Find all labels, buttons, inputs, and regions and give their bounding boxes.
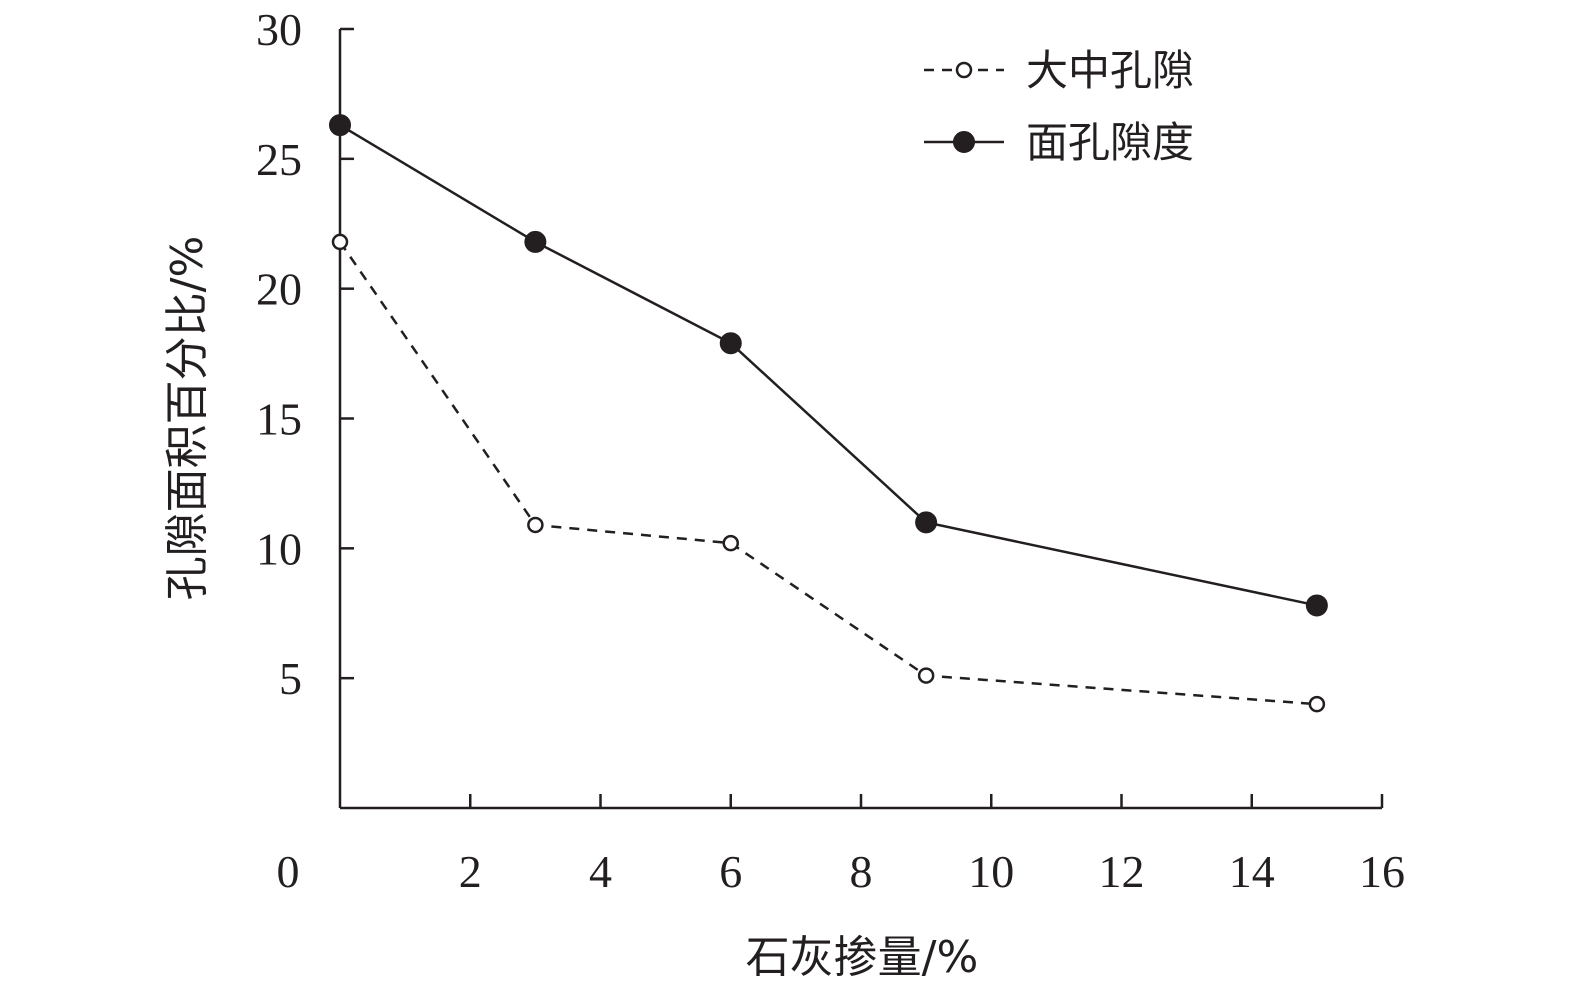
x-tick-label: 4 — [589, 846, 612, 897]
legend-item-1: 面孔隙度 — [924, 118, 1194, 167]
series-1-point — [524, 230, 547, 253]
series-1-point — [1305, 594, 1328, 617]
x-tick-label: 16 — [1359, 846, 1405, 897]
y-tick-label: 20 — [256, 264, 302, 315]
y-tick-label: 15 — [256, 394, 302, 445]
y-tick-label: 30 — [256, 4, 302, 55]
legend: 大中孔隙 面孔隙度 — [924, 46, 1194, 167]
series-1-point — [329, 114, 351, 137]
series-0-point — [331, 233, 349, 251]
x-tick-label: 10 — [968, 846, 1014, 897]
y-ticks: 5 10 15 20 25 30 — [256, 4, 354, 704]
legend-label-0: 大中孔隙 — [1026, 46, 1194, 95]
axes — [338, 29, 1382, 810]
x-tick-label: 0 — [277, 846, 300, 897]
y-tick-label: 25 — [256, 134, 302, 185]
legend-marker-0 — [955, 61, 973, 79]
legend-item-0: 大中孔隙 — [924, 46, 1194, 95]
legend-label-1: 面孔隙度 — [1026, 118, 1194, 167]
series-0-point — [722, 534, 739, 552]
legend-marker-1 — [953, 131, 975, 153]
x-tick-label: 14 — [1229, 846, 1275, 897]
series-0-point — [1308, 695, 1326, 713]
series-line-0 — [338, 241, 1317, 706]
series-1-point — [915, 511, 938, 534]
x-axis-title: 石灰掺量/% — [746, 932, 979, 983]
x-tick-label: 6 — [719, 846, 742, 897]
series-0-point — [917, 667, 935, 684]
y-tick-label: 5 — [279, 653, 302, 704]
y-axis-title: 孔隙面积百分比/% — [162, 236, 213, 601]
series-0-point — [527, 516, 544, 534]
x-tick-label: 12 — [1099, 846, 1145, 897]
series-1-point — [719, 332, 742, 355]
x-tick-label: 8 — [850, 846, 873, 897]
series-line-1 — [339, 124, 1318, 607]
x-tick-label: 2 — [459, 846, 482, 897]
x-ticks: 0 2 4 6 8 10 12 14 16 — [277, 794, 1405, 897]
y-tick-label: 10 — [256, 523, 302, 574]
series-group — [329, 114, 1328, 713]
